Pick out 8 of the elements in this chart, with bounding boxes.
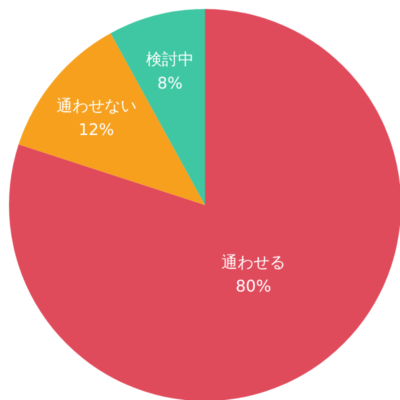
slice-label: 通わせる: [221, 252, 286, 272]
slice-label: 通わせない: [56, 96, 136, 116]
data-label: 12%: [78, 120, 114, 140]
data-label: 80%: [236, 276, 272, 296]
pie-slice: [9, 9, 400, 400]
data-label: 8%: [157, 73, 183, 92]
pie-slice: [18, 33, 205, 205]
slice-label: 検討中: [146, 49, 194, 68]
